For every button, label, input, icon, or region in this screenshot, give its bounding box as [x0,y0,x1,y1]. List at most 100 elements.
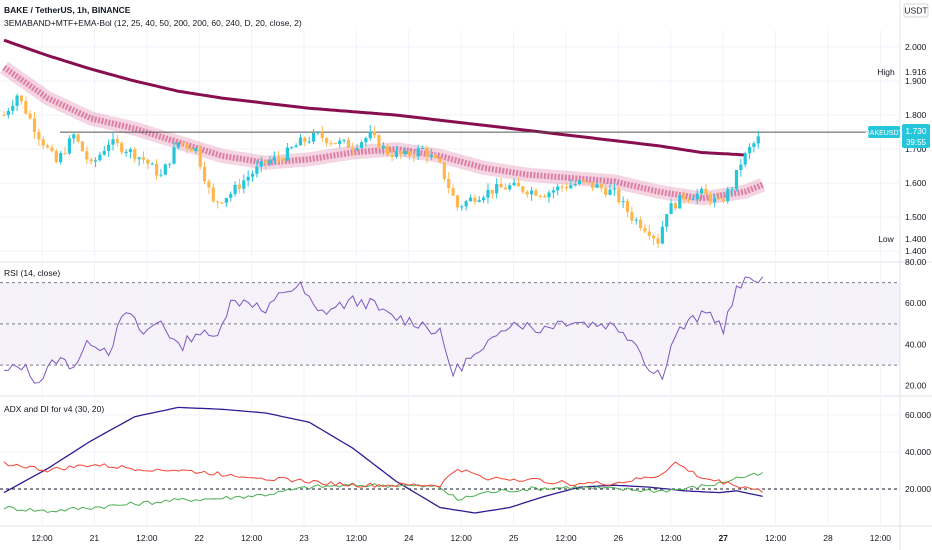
candle-body [111,139,115,145]
rsi-tick-label: 40.00 [905,339,927,349]
candle-body [237,184,242,189]
candle-body [525,191,529,195]
time-tick-label: 12:00 [660,533,682,543]
candle-body [508,185,512,190]
candle-body [477,200,481,202]
grid-lines [0,30,900,526]
time-tick-label: 12:00 [346,533,368,543]
candle-body [381,145,385,149]
candle-body [373,131,377,136]
candle-body [172,147,176,164]
last-price-tag[interactable] [902,124,930,148]
symbol-tag[interactable] [868,126,900,138]
candle-body [721,198,725,202]
candle-body [281,158,285,161]
candle-body [250,173,255,177]
candle-body [163,164,167,175]
di-minus-line [3,461,763,493]
candle-body [739,164,743,171]
candle-body [521,186,525,192]
candle-body [399,151,403,155]
rsi-legend: RSI (14, close) [4,268,60,278]
candle-body [316,132,320,134]
low-value: 1.400 [905,234,927,244]
adx-pane[interactable] [0,406,900,514]
candle-body [216,201,220,203]
candle-body [107,144,111,151]
candle-body [19,95,24,102]
time-axis[interactable]: 12:00 21 12:00 22 12:00 23 12:00 24 12:00 25 12:00… [31,533,891,543]
candle-body [538,195,542,197]
candle-body [146,159,150,164]
candle-body [438,158,442,163]
price-axis[interactable]: 2.0001.9001.8001.7001.6001.5001.40080.00… [905,42,931,494]
countdown-value: 39:55 [906,138,927,147]
high-label: High [877,67,895,77]
adx-tick-label: 20.000 [905,484,931,494]
candle-body [534,190,538,196]
price-tick-label: 1.800 [905,110,927,120]
candle-body [242,180,246,189]
rsi-pane[interactable] [0,276,900,384]
candle-body [660,226,664,244]
rsi-line [3,276,764,384]
candle-body [37,131,41,140]
candle-body [425,147,429,158]
currency-box[interactable] [903,3,929,18]
candle-body [368,131,372,139]
candle-body [133,149,137,160]
candle-body [455,195,460,208]
candle-body [85,151,89,160]
candle-body [743,153,747,165]
price-tick-label: 1.400 [905,246,927,256]
candle-body [359,142,364,148]
candle-body [67,138,71,154]
candle-body [564,186,569,189]
candle-body [202,166,207,182]
candle-body [307,141,311,143]
candle-body [686,199,691,201]
candle-body [102,150,106,155]
candle-body [63,153,67,155]
candle-body [80,141,85,152]
time-tick-label: 12:00 [765,533,787,543]
candle-body [272,156,276,161]
candle-body [98,154,102,161]
candle-body [700,188,704,194]
candle-body [32,118,37,132]
candle-body [346,139,351,148]
candle-body [333,143,337,145]
candle-body [224,197,228,203]
candle-body [673,203,678,209]
candle-body [76,134,80,142]
adx-tick-label: 60.000 [905,410,931,420]
candle-body [499,184,503,188]
candle-body [543,196,547,198]
candle-body [420,147,425,149]
candle-body [482,197,486,201]
price-pane[interactable] [0,38,880,248]
adx-tick-label: 40.000 [905,447,931,457]
candle-body [582,180,586,182]
price-tick-label: 2.000 [905,42,927,52]
time-tick-label: 21 [90,533,100,543]
adx-legend: ADX and DI for v4 (30, 20) [4,404,104,414]
candle-body [726,189,730,202]
low-label: Low [878,234,894,244]
candle-body [669,203,673,215]
candle-body [72,134,76,139]
candle-body [259,161,263,167]
candle-body [434,155,438,159]
candle-body [713,198,717,203]
candle-body [551,190,555,193]
candle-body [233,184,237,194]
candle-body [351,147,355,150]
candle-body [643,228,647,232]
candle-body [264,161,268,164]
candle-body [747,147,752,154]
candle-body [691,199,695,201]
currency-label: USDT [904,6,927,16]
candle-body [207,181,211,188]
candle-body [181,142,185,145]
